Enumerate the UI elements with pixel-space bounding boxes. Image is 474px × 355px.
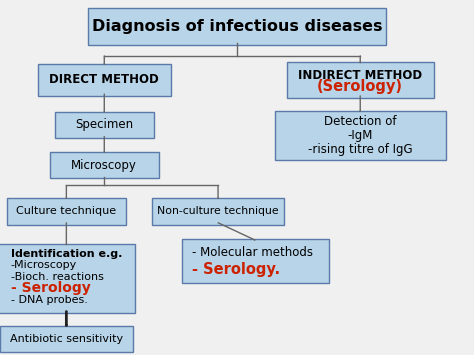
FancyBboxPatch shape [50,152,159,178]
Text: Detection of: Detection of [324,115,396,128]
Text: Culture technique: Culture technique [16,206,117,216]
Text: Microscopy: Microscopy [72,159,137,171]
FancyBboxPatch shape [88,8,386,45]
Text: DIRECT METHOD: DIRECT METHOD [49,73,159,86]
Text: -Microscopy: -Microscopy [10,260,77,270]
Text: -IgM: -IgM [347,129,373,142]
Text: - DNA probes.: - DNA probes. [10,295,88,305]
FancyBboxPatch shape [0,244,135,313]
Text: Identification e.g.: Identification e.g. [10,249,122,259]
FancyBboxPatch shape [152,198,284,224]
Text: Antibiotic sensitivity: Antibiotic sensitivity [10,334,123,344]
FancyBboxPatch shape [7,198,126,224]
FancyBboxPatch shape [55,111,154,138]
FancyBboxPatch shape [182,239,329,283]
Text: (Serology): (Serology) [317,79,403,94]
Text: - Serology: - Serology [10,281,91,295]
Text: Specimen: Specimen [75,119,133,131]
Text: - Serology.: - Serology. [192,262,280,277]
FancyBboxPatch shape [0,326,133,352]
Text: -rising titre of IgG: -rising titre of IgG [308,143,412,156]
Text: - Molecular methods: - Molecular methods [192,246,313,259]
Text: -Bioch. reactions: -Bioch. reactions [10,272,103,282]
Text: INDIRECT METHOD: INDIRECT METHOD [298,69,422,82]
FancyBboxPatch shape [38,64,171,96]
Text: Diagnosis of infectious diseases: Diagnosis of infectious diseases [92,19,382,34]
FancyBboxPatch shape [275,111,446,160]
Text: Non-culture technique: Non-culture technique [157,206,279,216]
FancyBboxPatch shape [287,62,434,98]
